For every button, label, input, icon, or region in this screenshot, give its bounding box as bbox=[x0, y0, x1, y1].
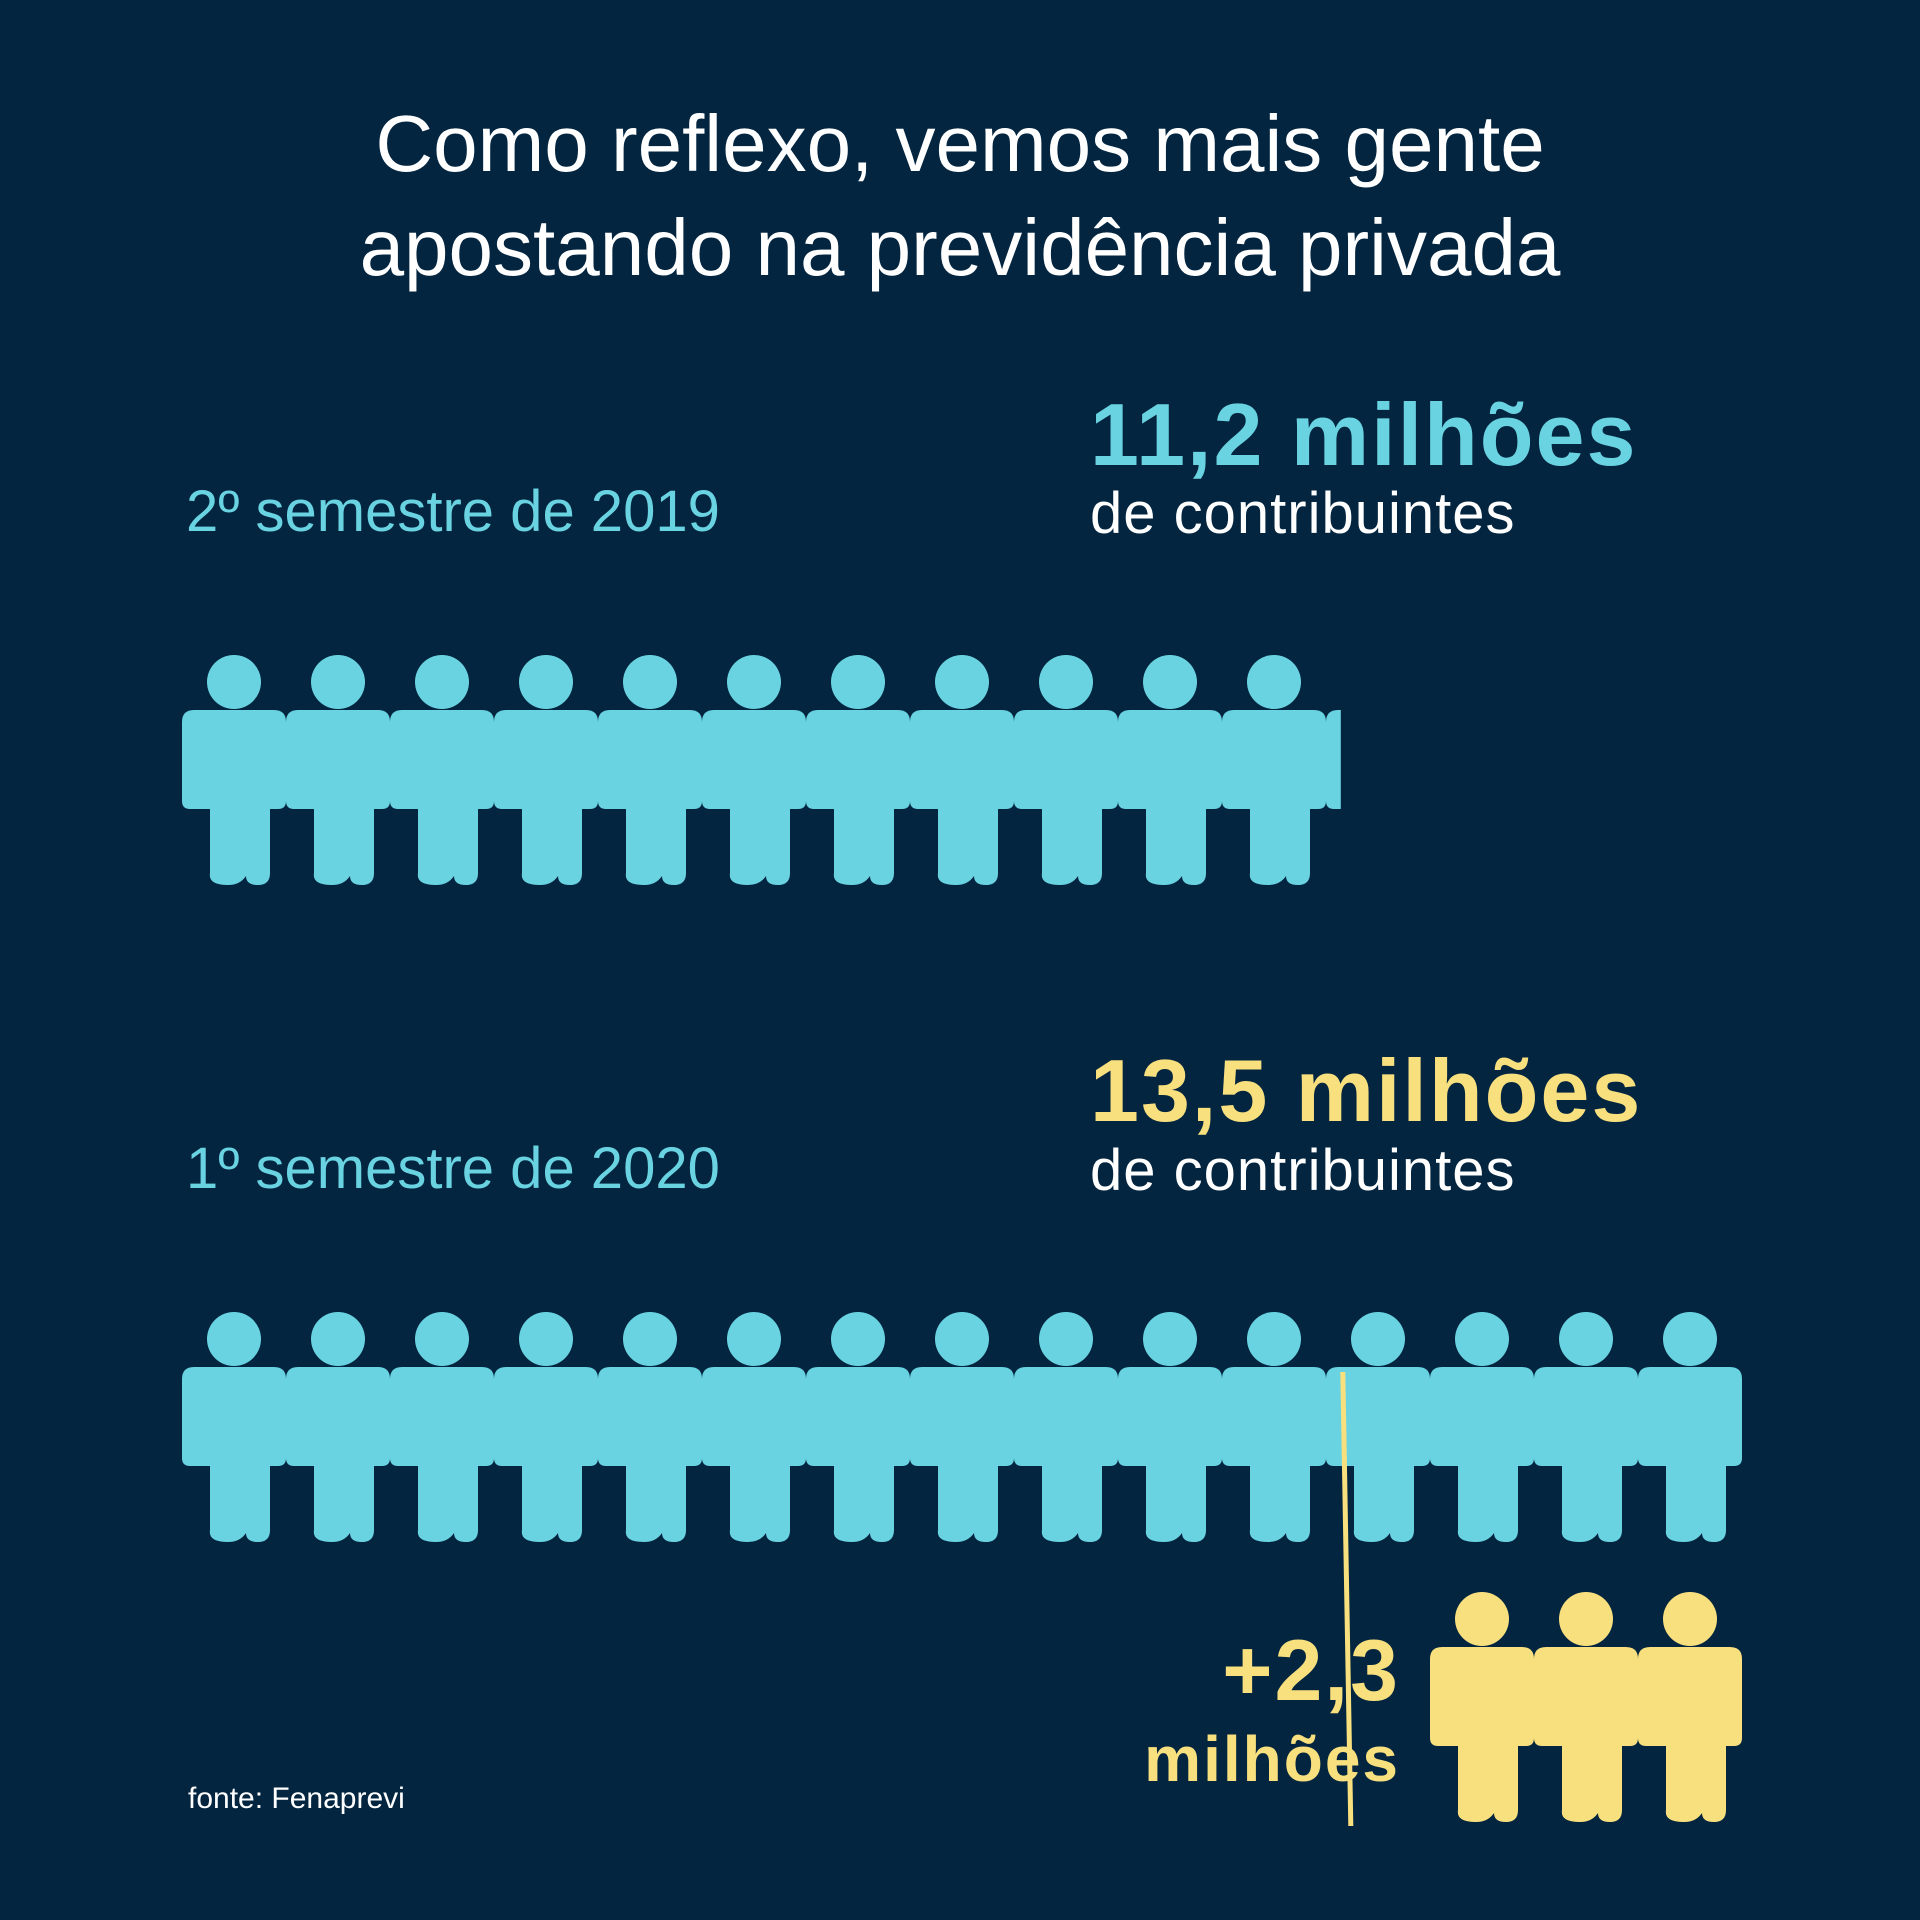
increase-unit-label: milhões bbox=[1144, 1723, 1400, 1795]
increase-divider-line bbox=[1340, 1371, 1354, 1827]
person-icon bbox=[1118, 1312, 1222, 1542]
person-icon bbox=[702, 655, 806, 885]
pictogram-row-2019 bbox=[182, 655, 1341, 885]
person-icon bbox=[910, 1312, 1014, 1542]
person-icon bbox=[1014, 655, 1118, 885]
person-icon bbox=[598, 655, 702, 885]
person-icon bbox=[806, 655, 910, 885]
sub-label-2019: de contribuintes bbox=[1090, 481, 1516, 546]
period-label-2020: 1º semestre de 2020 bbox=[186, 1136, 720, 1201]
pictogram-row-increase bbox=[1430, 1592, 1742, 1822]
title-line-1: Como reflexo, vemos mais gente bbox=[375, 99, 1545, 188]
pictogram-row-2020 bbox=[182, 1312, 1742, 1542]
person-icon bbox=[1014, 1312, 1118, 1542]
person-icon bbox=[1222, 655, 1326, 885]
person-icon bbox=[1638, 1592, 1742, 1822]
person-icon bbox=[286, 655, 390, 885]
page-title: Como reflexo, vemos mais gente apostando… bbox=[0, 92, 1920, 300]
person-icon bbox=[494, 655, 598, 885]
person-icon bbox=[1430, 1312, 1534, 1542]
person-icon bbox=[1326, 710, 1341, 809]
person-icon bbox=[182, 1312, 286, 1542]
person-icon bbox=[390, 655, 494, 885]
person-icon bbox=[494, 1312, 598, 1542]
person-icon bbox=[390, 1312, 494, 1542]
person-icon bbox=[286, 1312, 390, 1542]
title-line-2: apostando na previdência privada bbox=[359, 203, 1561, 292]
person-icon bbox=[1534, 1592, 1638, 1822]
person-icon bbox=[702, 1312, 806, 1542]
period-label-2019: 2º semestre de 2019 bbox=[186, 479, 720, 544]
source-label: fonte: Fenaprevi bbox=[188, 1782, 405, 1815]
person-icon bbox=[1326, 1312, 1430, 1542]
person-icon bbox=[1118, 655, 1222, 885]
increase-value-label: +2,3 bbox=[1222, 1623, 1400, 1719]
value-label-2019: 11,2 milhões bbox=[1090, 385, 1638, 484]
person-icon bbox=[1430, 1592, 1534, 1822]
sub-label-2020: de contribuintes bbox=[1090, 1138, 1516, 1203]
person-icon bbox=[598, 1312, 702, 1542]
person-icon bbox=[1638, 1312, 1742, 1542]
person-icon bbox=[1222, 1312, 1326, 1542]
person-icon bbox=[182, 655, 286, 885]
person-icon bbox=[1534, 1312, 1638, 1542]
person-icon bbox=[910, 655, 1014, 885]
person-icon bbox=[806, 1312, 910, 1542]
value-label-2020: 13,5 milhões bbox=[1090, 1041, 1643, 1140]
